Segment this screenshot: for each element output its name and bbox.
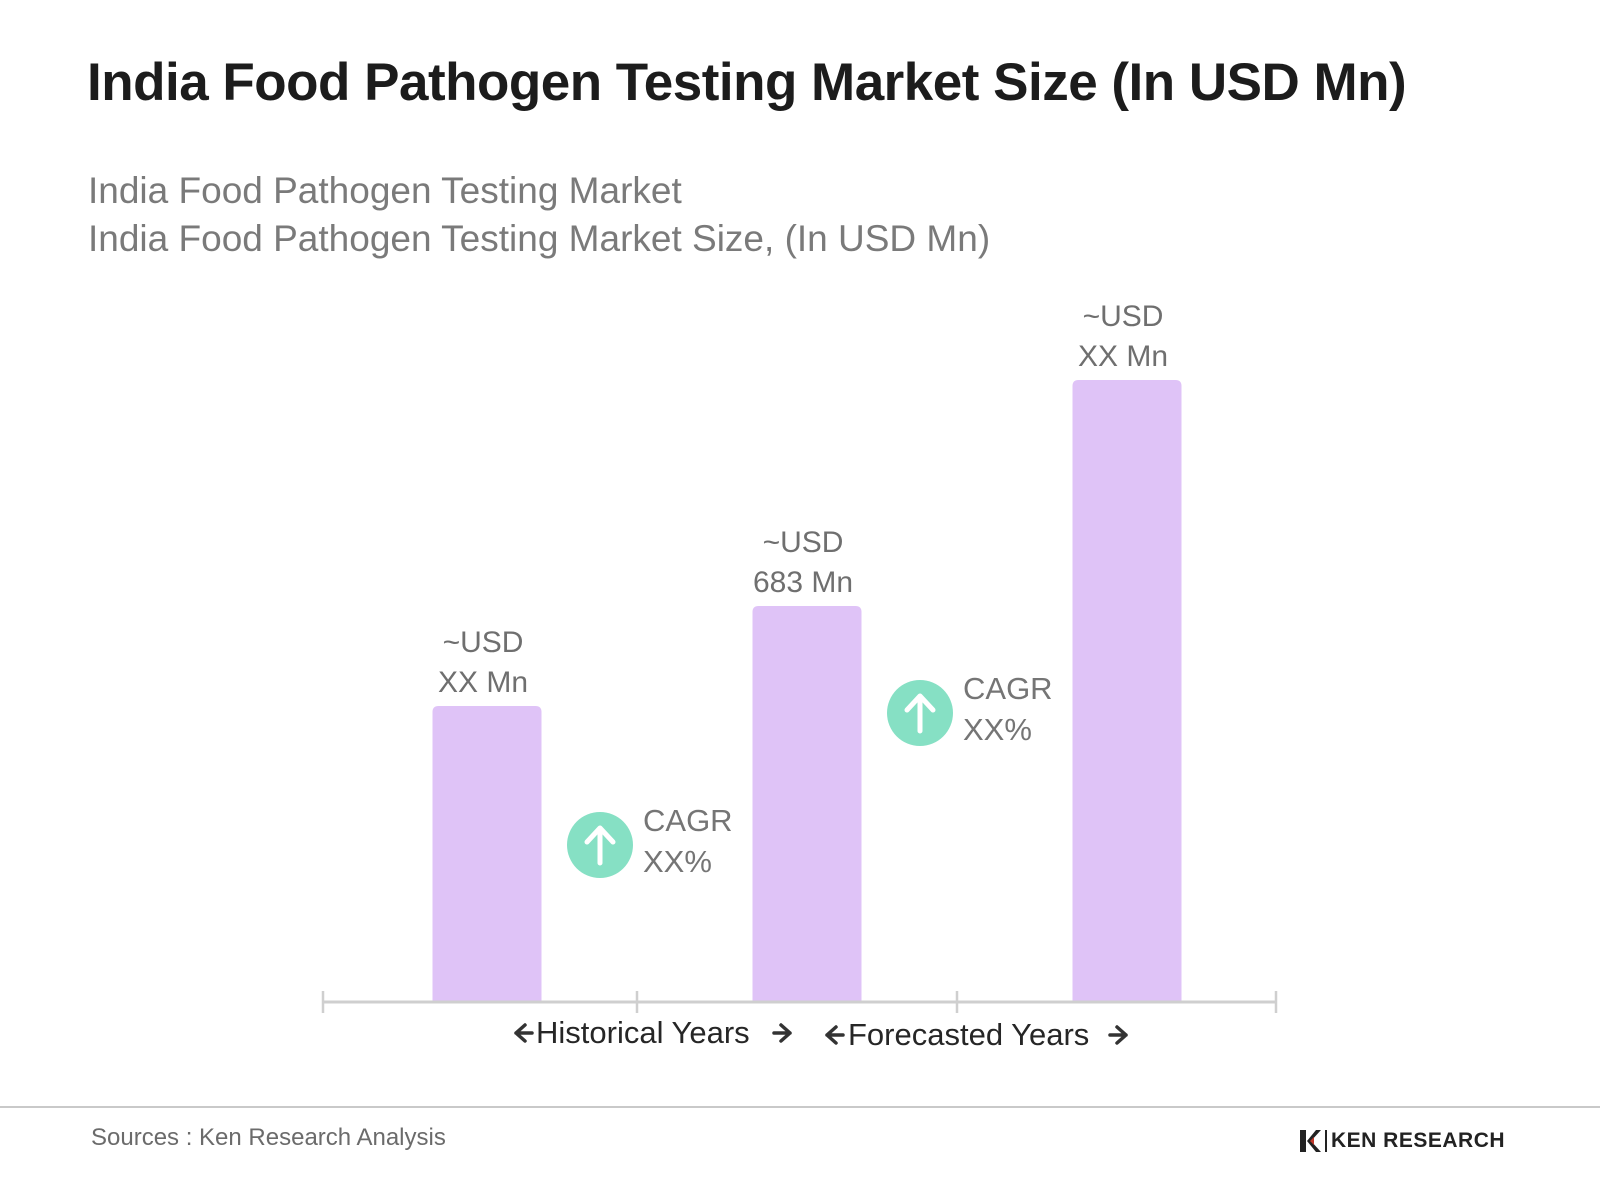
period-2-label: Forecasted Years: [848, 1017, 1089, 1052]
brand-divider: [1325, 1130, 1327, 1152]
period-1-label: Historical Years: [536, 1015, 750, 1050]
bar-chart: ~USD XX Mn ~USD 683 Mn ~USD XX Mn CAGR XX% CAGR X…: [321, 300, 1278, 1052]
footer-divider: [0, 1106, 1600, 1108]
source-note: Sources : Ken Research Analysis: [91, 1124, 446, 1151]
chart-subtitle-line-2: India Food Pathogen Testing Market Size,…: [88, 218, 991, 259]
bar-1-label-line-2: XX Mn: [438, 666, 528, 699]
bar-2-label-line-2: 683 Mn: [753, 566, 853, 599]
bar-1: [432, 706, 542, 1002]
bar-2: [752, 606, 862, 1002]
cagr-1-value: XX%: [643, 844, 712, 879]
bar-2-label-line-1: ~USD: [763, 526, 844, 559]
ken-research-logo-icon: [1300, 1130, 1321, 1152]
bar-3-label-line-2: XX Mn: [1078, 340, 1168, 373]
period-1-left-arrow-icon: [514, 1023, 534, 1043]
period-2-right-arrow-icon: [1108, 1025, 1128, 1045]
bar-3: [1072, 380, 1182, 1002]
brand-name: KEN RESEARCH: [1331, 1129, 1506, 1152]
chart-title: India Food Pathogen Testing Market Size …: [87, 53, 1407, 112]
cagr-1-label: CAGR: [643, 803, 733, 838]
cagr-2-value: XX%: [963, 712, 1032, 747]
period-1-right-arrow-icon: [772, 1023, 792, 1043]
brand-logo: KEN RESEARCH: [1298, 1126, 1505, 1156]
arrow-up-icon-1: [584, 825, 616, 866]
period-2-left-arrow-icon: [825, 1025, 845, 1045]
bar-3-label-line-1: ~USD: [1083, 300, 1164, 333]
arrow-up-icon-2: [904, 693, 936, 734]
chart-subtitle-line-1: India Food Pathogen Testing Market: [88, 170, 682, 211]
cagr-2-label: CAGR: [963, 671, 1053, 706]
bar-1-label-line-1: ~USD: [443, 626, 524, 659]
